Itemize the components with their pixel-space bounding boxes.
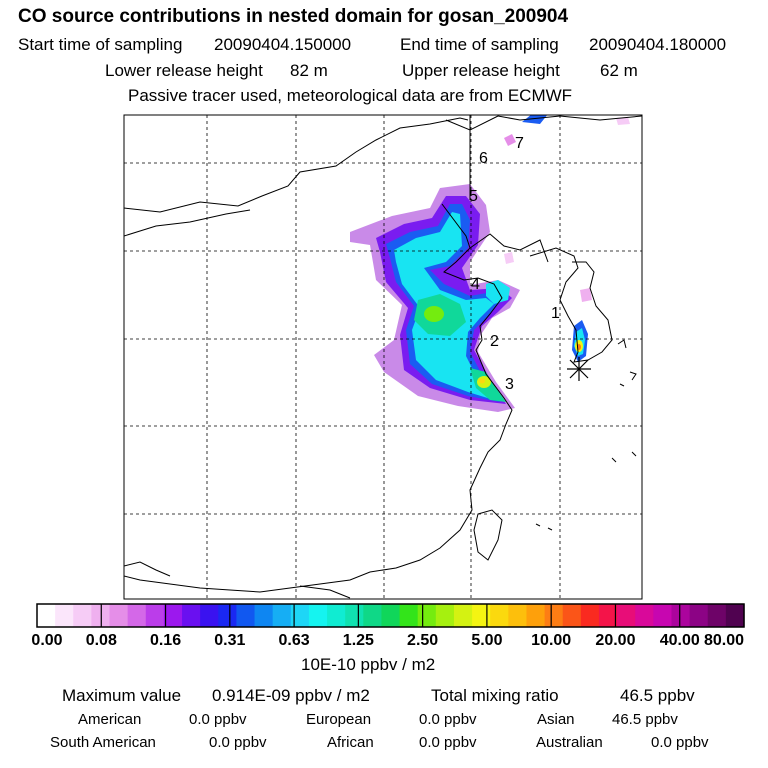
- upper-height-label: Upper release height: [402, 61, 560, 80]
- source-value: 0.0 ppbv: [419, 734, 477, 751]
- colorbar-cell: [290, 604, 310, 627]
- colorbar-cell: [689, 604, 709, 627]
- colorbar-cell: [381, 604, 401, 627]
- colorbar-tick-label: 40.00: [659, 632, 700, 649]
- colorbar-tick-label: 80.00: [703, 632, 745, 649]
- upper-height-value: 62 m: [600, 61, 638, 80]
- colorbar-tick-label: 0.00: [31, 632, 63, 649]
- total-mixing-label: Total mixing ratio: [431, 686, 559, 705]
- colorbar-cell: [55, 604, 74, 627]
- colorbar-cell: [163, 604, 183, 627]
- colorbar: [36, 603, 745, 628]
- graticule: [124, 115, 642, 599]
- end-time-label: End time of sampling: [400, 35, 559, 54]
- source-value: 0.0 ppbv: [209, 734, 267, 751]
- colorbar-cell: [508, 604, 528, 627]
- colorbar-cell: [236, 604, 256, 627]
- trajectory-label: 1: [551, 305, 560, 322]
- colorbar-cell: [617, 604, 636, 627]
- colorbar-tick-label: 2.50: [407, 632, 439, 649]
- colorbar-cell: [653, 604, 673, 627]
- colorbar-cell: [73, 604, 92, 627]
- colorbar-cell: [127, 604, 147, 627]
- colorbar-unit: 10E-10 ppbv / m2: [301, 655, 436, 674]
- colorbar-tick-label: 1.25: [342, 632, 374, 649]
- colorbar-cell: [580, 604, 600, 627]
- trajectory-label: 4: [471, 276, 480, 293]
- source-name: American: [78, 711, 142, 728]
- colorbar-cell: [598, 604, 618, 627]
- colorbar-cell: [272, 604, 292, 627]
- colorbar-tick-label: 0.31: [214, 632, 246, 649]
- source-value: 46.5 ppbv: [612, 711, 678, 728]
- concentration-field: [350, 115, 630, 412]
- source-name: European: [306, 711, 372, 728]
- trajectory-label: 2: [490, 333, 499, 350]
- colorbar-cell: [145, 604, 165, 627]
- start-time-value: 20090404.150000: [214, 35, 352, 54]
- lower-height-value: 82 m: [290, 61, 328, 80]
- colorbar-cell: [327, 604, 346, 627]
- colorbar-tick-label: 5.00: [471, 632, 503, 649]
- source-name: Asian: [537, 711, 575, 728]
- source-name: African: [327, 734, 374, 751]
- colorbar-cell: [254, 604, 274, 627]
- colorbar-cell: [200, 604, 219, 627]
- colorbar-cell: [562, 604, 582, 627]
- trajectory-label: 3: [505, 376, 514, 393]
- tracer-note: Passive tracer used, meteorological data…: [128, 86, 573, 105]
- colorbar-cell: [399, 604, 419, 627]
- colorbar-tick-label: 0.63: [278, 632, 310, 649]
- source-value: 0.0 ppbv: [651, 734, 709, 751]
- source-value: 0.0 ppbv: [189, 711, 247, 728]
- source-name: South American: [50, 734, 156, 751]
- trajectory-label: 6: [479, 150, 488, 167]
- colorbar-tick-label: 0.16: [149, 632, 182, 649]
- colorbar-cell: [472, 604, 491, 627]
- colorbar-tick-label: 20.00: [595, 632, 636, 649]
- start-time-label: Start time of sampling: [18, 35, 183, 54]
- colorbar-cell: [417, 604, 437, 627]
- colorbar-cell: [345, 604, 364, 627]
- source-name: Australian: [536, 734, 603, 751]
- map-frame: [123, 114, 643, 600]
- colorbar-tick-label: 0.08: [85, 632, 117, 649]
- asterisk-icon: [567, 357, 591, 381]
- colorbar-cell: [707, 604, 727, 627]
- source-value: 0.0 ppbv: [419, 711, 477, 728]
- end-time-value: 20090404.180000: [589, 35, 727, 54]
- colorbar-cell: [671, 604, 691, 627]
- total-mixing-value: 46.5 ppbv: [620, 686, 695, 705]
- colorbar-cell: [635, 604, 654, 627]
- colorbar-cell: [435, 604, 455, 627]
- trajectory-label: 5: [469, 188, 478, 205]
- trajectory-label: 7: [515, 135, 524, 152]
- colorbar-cell: [218, 604, 238, 627]
- max-value: 0.914E-09 ppbv / m2: [212, 686, 370, 705]
- colorbar-cell: [37, 604, 56, 627]
- colorbar-cell: [308, 604, 328, 627]
- colorbar-tick-label: 10.00: [531, 632, 572, 649]
- colorbar-cell: [725, 604, 745, 627]
- lower-height-label: Lower release height: [105, 61, 263, 80]
- colorbar-cell: [109, 604, 129, 627]
- colorbar-cell: [363, 604, 383, 627]
- colorbar-cell: [544, 604, 564, 627]
- max-value-label: Maximum value: [62, 686, 182, 705]
- page-title: CO source contributions in nested domain…: [18, 6, 569, 27]
- colorbar-cell: [453, 604, 473, 627]
- colorbar-cell: [490, 604, 509, 627]
- colorbar-cell: [526, 604, 546, 627]
- colorbar-cell: [182, 604, 201, 627]
